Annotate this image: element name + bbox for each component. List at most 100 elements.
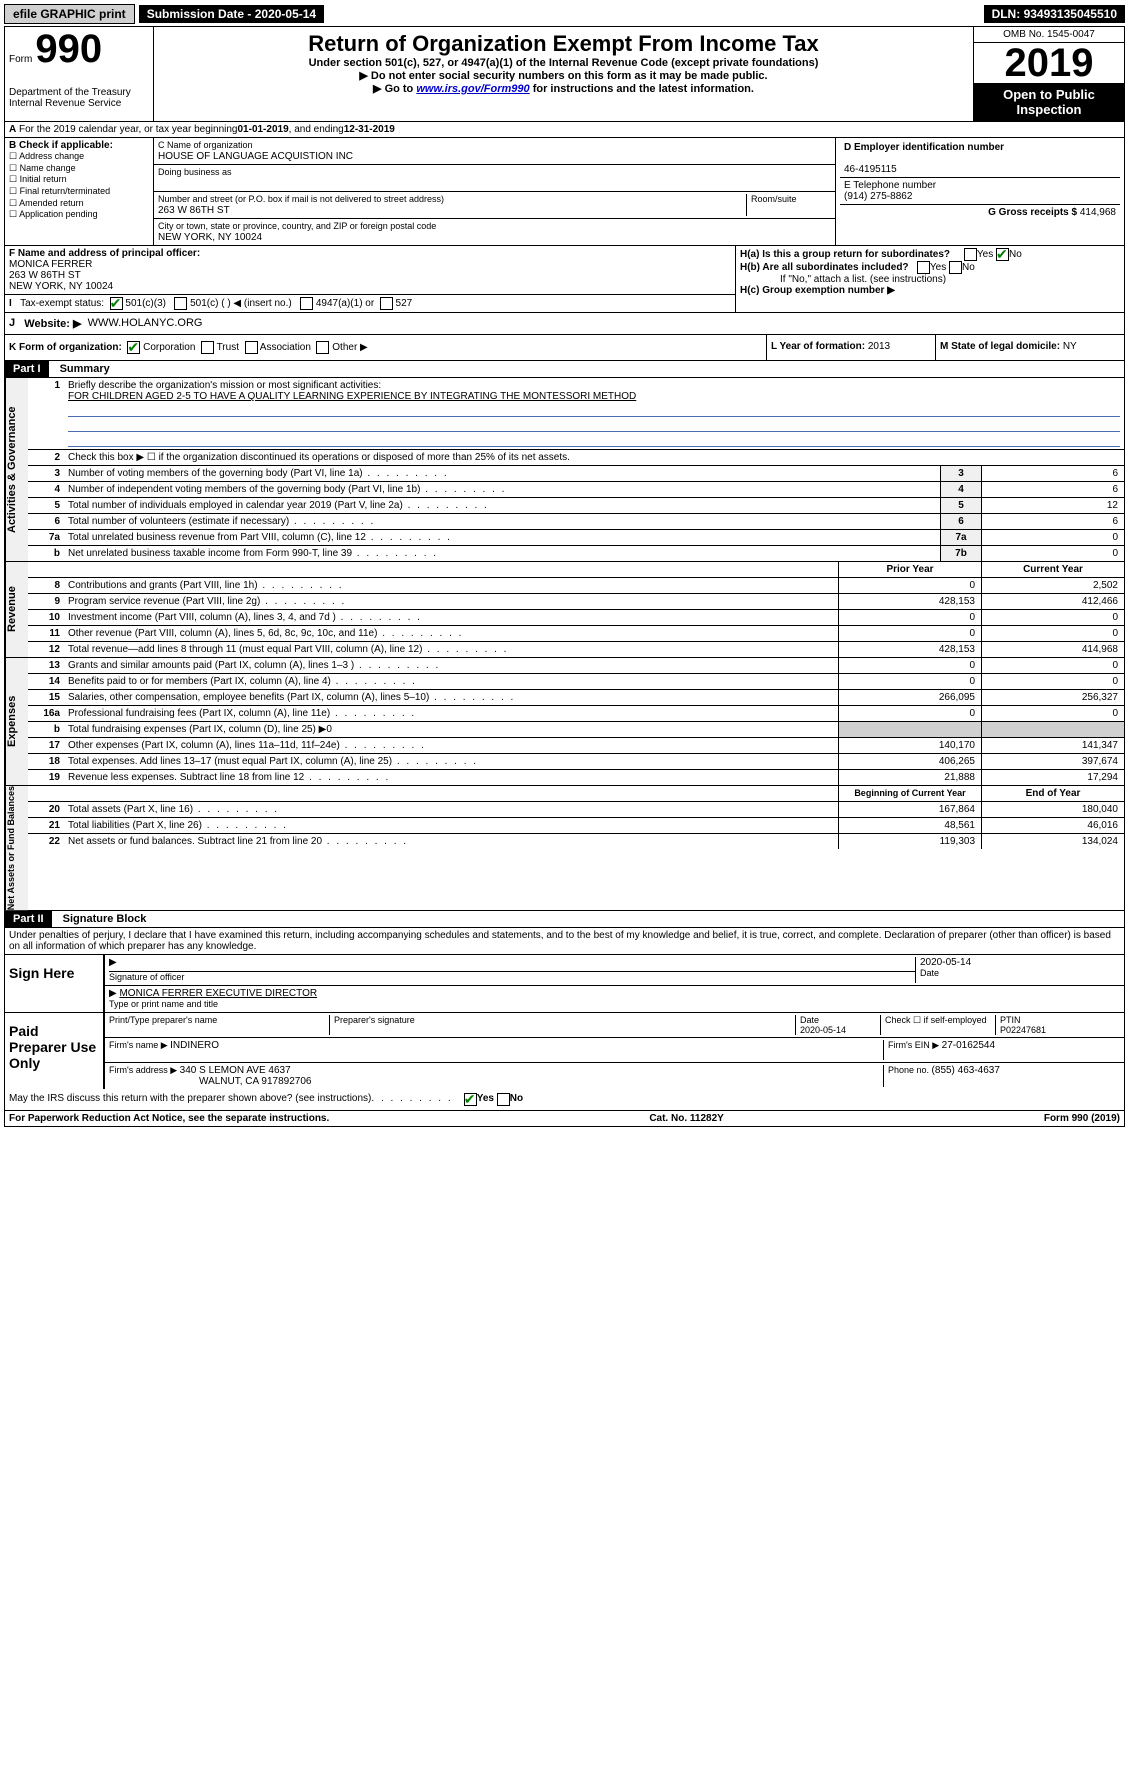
paid-preparer-label: Paid Preparer Use Only <box>5 1013 105 1089</box>
col-prior: Prior Year <box>838 562 981 577</box>
ha-no[interactable] <box>996 248 1009 261</box>
main-title: Return of Organization Exempt From Incom… <box>158 31 969 57</box>
line-a: A For the 2019 calendar year, or tax yea… <box>5 122 1124 138</box>
ha-label: H(a) Is this a group return for subordin… <box>740 249 950 260</box>
hb-no[interactable] <box>949 261 962 274</box>
table-row: bNet unrelated business taxable income f… <box>28 546 1124 561</box>
irs-link[interactable]: www.irs.gov/Form990 <box>416 83 529 95</box>
section-bcdefg: B Check if applicable: ☐ Address change … <box>5 138 1124 246</box>
room-label: Room/suite <box>751 194 797 204</box>
firm-ein: 27-0162544 <box>942 1040 995 1051</box>
check-address[interactable]: ☐ Address change <box>9 151 149 163</box>
discuss-text: May the IRS discuss this return with the… <box>9 1093 371 1106</box>
check-pending[interactable]: ☐ Application pending <box>9 209 149 221</box>
ptin-label: PTIN <box>1000 1015 1021 1025</box>
ein-label: D Employer identification number <box>844 142 1004 153</box>
street-address: 263 W 86TH ST <box>158 205 230 216</box>
dln: DLN: 93493135045510 <box>984 5 1125 23</box>
section-j: J Website: ▶ WWW.HOLANYC.ORG <box>5 313 1124 335</box>
check-527[interactable] <box>380 297 393 310</box>
table-row: 11Other revenue (Part VIII, column (A), … <box>28 626 1124 642</box>
table-row: 18Total expenses. Add lines 13–17 (must … <box>28 754 1124 770</box>
dept-treasury: Department of the Treasury Internal Reve… <box>9 87 149 109</box>
pra-notice: For Paperwork Reduction Act Notice, see … <box>9 1113 329 1124</box>
box-defg: D Employer identification number 46-4195… <box>835 138 1124 245</box>
firm-phone: (855) 463-4637 <box>932 1065 1000 1076</box>
prep-name-label: Print/Type preparer's name <box>109 1015 330 1035</box>
open-public: Open to Public Inspection <box>974 83 1124 121</box>
prep-sig-label: Preparer's signature <box>330 1015 796 1035</box>
k-label: K Form of organization: <box>9 342 122 353</box>
website-label: Website: ▶ <box>24 317 81 330</box>
top-bar: efile GRAPHIC print Submission Date - 20… <box>4 4 1125 24</box>
table-row: 3Number of voting members of the governi… <box>28 466 1124 482</box>
firm-ein-label: Firm's EIN ▶ <box>888 1040 942 1050</box>
check-amended[interactable]: ☐ Amended return <box>9 198 149 210</box>
sig-name-label: Type or print name and title <box>109 999 218 1009</box>
date-label: Date <box>920 968 1120 978</box>
part-2-header: Part II Signature Block <box>5 911 1124 928</box>
officer-addr1: 263 W 86TH ST <box>9 270 81 281</box>
table-row: bTotal fundraising expenses (Part IX, co… <box>28 722 1124 738</box>
section-revenue: Revenue Prior Year Current Year 8Contrib… <box>5 562 1124 658</box>
form-990: 990 <box>35 27 102 71</box>
city-value: NEW YORK, NY 10024 <box>158 232 262 243</box>
part1-title: Summary <box>52 361 118 377</box>
table-row: 14Benefits paid to or for members (Part … <box>28 674 1124 690</box>
dba-label: Doing business as <box>158 167 232 177</box>
check-initial[interactable]: ☐ Initial return <box>9 174 149 186</box>
hc-label: H(c) Group exemption number ▶ <box>740 285 895 296</box>
ha-yes[interactable] <box>964 248 977 261</box>
m-label: M State of legal domicile: <box>940 341 1063 352</box>
box-c: C Name of organization HOUSE OF LANGUAGE… <box>154 138 835 245</box>
check-name[interactable]: ☐ Name change <box>9 163 149 175</box>
firm-city: WALNUT, CA 917892706 <box>109 1076 311 1087</box>
officer-name: MONICA FERRER <box>9 259 92 270</box>
firm-addr-label: Firm's address ▶ <box>109 1065 180 1075</box>
k-corp[interactable] <box>127 341 140 354</box>
k-assoc[interactable] <box>245 341 258 354</box>
table-row: 8Contributions and grants (Part VIII, li… <box>28 578 1124 594</box>
table-row: 5Total number of individuals employed in… <box>28 498 1124 514</box>
subtitle-1: Under section 501(c), 527, or 4947(a)(1)… <box>158 57 969 69</box>
check-501c[interactable] <box>174 297 187 310</box>
discuss-no[interactable] <box>497 1093 510 1106</box>
sign-here-label: Sign Here <box>5 955 105 1012</box>
col-end: End of Year <box>981 786 1124 801</box>
check-final[interactable]: ☐ Final return/terminated <box>9 186 149 198</box>
firm-phone-label: Phone no. <box>888 1065 932 1075</box>
c-name-label: C Name of organization <box>158 140 253 150</box>
k-other[interactable] <box>316 341 329 354</box>
part2-label: Part II <box>5 911 52 927</box>
col-begin: Beginning of Current Year <box>838 786 981 801</box>
discuss-yes[interactable] <box>464 1093 477 1106</box>
paid-preparer-block: Paid Preparer Use Only Print/Type prepar… <box>5 1012 1124 1089</box>
table-row: 19Revenue less expenses. Subtract line 1… <box>28 770 1124 785</box>
perjury-text: Under penalties of perjury, I declare th… <box>5 928 1124 954</box>
sig-date: 2020-05-14 <box>920 957 971 968</box>
part2-title: Signature Block <box>55 911 155 927</box>
ptin-value: P02247681 <box>1000 1025 1046 1035</box>
part-1-header: Part I Summary <box>5 361 1124 378</box>
section-fhi: F Name and address of principal officer:… <box>5 246 1124 313</box>
table-row: 4Number of independent voting members of… <box>28 482 1124 498</box>
form-id: Form 990 (2019) <box>1044 1113 1120 1124</box>
check-501c3[interactable] <box>110 297 123 310</box>
col-current: Current Year <box>981 562 1124 577</box>
ein-value: 46-4195115 <box>844 164 897 175</box>
table-row: 22Net assets or fund balances. Subtract … <box>28 834 1124 849</box>
firm-label: Firm's name ▶ <box>109 1040 170 1050</box>
k-trust[interactable] <box>201 341 214 354</box>
q2-text: Check this box ▶ ☐ if the organization d… <box>64 450 1124 465</box>
sign-here-block: Sign Here ▶ Signature of officer 2020-05… <box>5 954 1124 1012</box>
table-row: 10Investment income (Part VIII, column (… <box>28 610 1124 626</box>
form-label: Form <box>9 54 32 65</box>
table-row: 20Total assets (Part X, line 16)167,8641… <box>28 802 1124 818</box>
hb-yes[interactable] <box>917 261 930 274</box>
efile-button[interactable]: efile GRAPHIC print <box>4 4 135 24</box>
section-governance: Activities & Governance 1 Briefly descri… <box>5 378 1124 562</box>
check-4947[interactable] <box>300 297 313 310</box>
box-b: B Check if applicable: ☐ Address change … <box>5 138 154 245</box>
tax-exempt-label: Tax-exempt status: <box>20 298 104 309</box>
table-row: 7aTotal unrelated business revenue from … <box>28 530 1124 546</box>
